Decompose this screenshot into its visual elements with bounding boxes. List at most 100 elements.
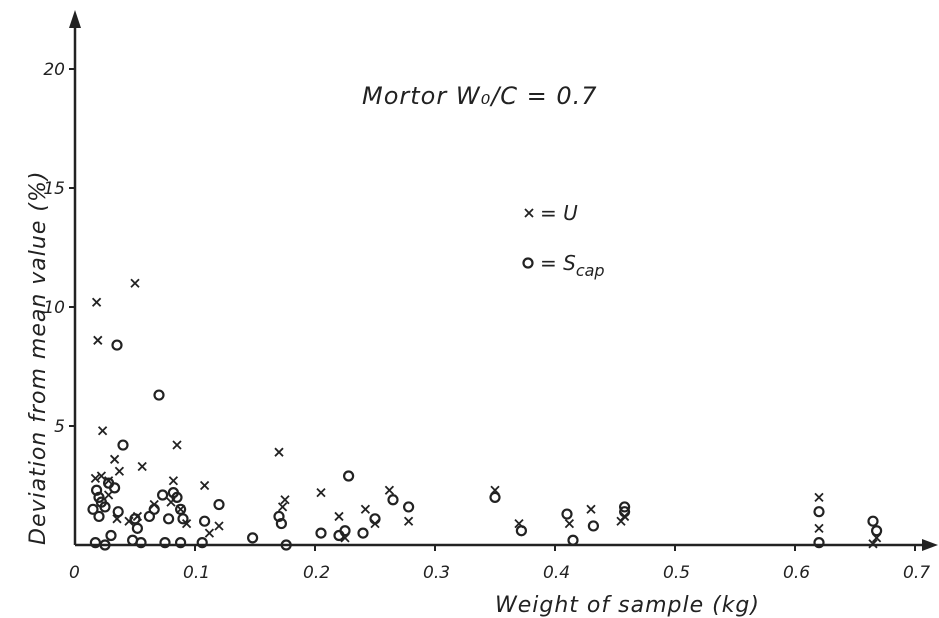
x-stroke: [403, 516, 414, 526]
x-stroke: [132, 511, 143, 522]
data-point-u: [97, 426, 108, 436]
data-point-scap: [87, 503, 99, 515]
legend-equals-u: =: [540, 201, 563, 225]
data-point-scap: [99, 539, 111, 551]
legend-marker-o: [522, 257, 534, 269]
data-point-scap: [131, 522, 143, 534]
data-point-u: [130, 278, 140, 288]
x-stroke: [360, 504, 371, 514]
x-stroke: [564, 518, 575, 529]
legend-x-glyph: [524, 208, 534, 218]
chart-title: Mortor W₀/C = 0.7: [362, 82, 598, 110]
data-point-scap: [387, 494, 399, 506]
data-point-scap: [163, 513, 175, 525]
data-point-scap: [369, 513, 381, 525]
x-stroke: [96, 471, 107, 481]
data-point-scap: [870, 525, 883, 537]
data-point-scap: [135, 537, 147, 549]
data-point-u: [181, 518, 192, 529]
legend-label-u: = U: [540, 201, 578, 225]
data-point-scap: [280, 539, 292, 551]
data-point-scap: [561, 508, 573, 520]
y-axis-arrow: [69, 10, 81, 28]
tick-labels: 0 0.1 0.2 0.3 0.4 0.5 0.6 0.7 5 10 15 20: [43, 60, 930, 583]
data-point-scap: [567, 534, 579, 546]
x-stroke: [384, 485, 395, 495]
x-stroke: [181, 518, 192, 529]
legend-name-s-sub: cap: [576, 261, 605, 280]
data-point-scap: [339, 525, 351, 537]
x-stroke: [91, 297, 102, 307]
x-stroke: [130, 278, 140, 288]
data-point-scap: [90, 484, 103, 496]
data-point-scap: [89, 537, 102, 549]
x-stroke: [93, 335, 103, 345]
y-tick-label: 5: [54, 417, 65, 437]
data-point-scap: [159, 537, 171, 549]
x-stroke: [137, 461, 147, 472]
x-tick-label: 0.1: [183, 563, 210, 583]
x-stroke: [172, 440, 182, 450]
x-stroke: [334, 511, 344, 522]
data-point-u: [91, 297, 102, 307]
data-point-u: [172, 440, 182, 450]
data-point-scap: [247, 532, 259, 544]
data-point-u: [384, 485, 395, 495]
data-point-scap: [111, 339, 123, 351]
data-point-u: [814, 523, 824, 533]
x-stroke: [124, 516, 134, 526]
legend-label-s: = Scap: [540, 251, 605, 280]
data-point-scap: [93, 510, 105, 523]
data-point-scap: [867, 515, 879, 527]
legend: = U = Scap: [522, 201, 605, 280]
data-point-scap: [99, 501, 111, 513]
x-stroke: [524, 208, 534, 218]
x-tick-label: 0.4: [543, 563, 570, 583]
data-point-scap: [177, 513, 189, 525]
data-point-scap: [813, 537, 825, 549]
x-stroke: [103, 476, 114, 486]
data-point-scap: [403, 501, 415, 513]
data-point-scap: [315, 527, 327, 539]
x-stroke: [214, 521, 224, 531]
data-point-scap: [357, 527, 369, 539]
data-point-u: [124, 516, 134, 526]
data-point-scap: [515, 525, 528, 537]
data-point-scap: [489, 491, 501, 503]
data-point-scap: [108, 482, 121, 494]
data-point-scap: [273, 510, 285, 523]
legend-equals-s: =: [540, 251, 563, 275]
data-point-u: [360, 504, 371, 514]
x-stroke: [277, 502, 288, 512]
legend-name-u: U: [563, 201, 578, 225]
data-point-scap: [587, 520, 600, 532]
legend-name-s: S: [563, 251, 576, 275]
x-stroke: [109, 454, 120, 464]
y-axis-title: Deviation from mean value (%): [26, 171, 51, 545]
data-point-scap: [157, 489, 169, 501]
x-stroke: [199, 480, 210, 491]
x-stroke: [274, 447, 284, 457]
data-point-u: [280, 495, 290, 505]
data-point-u: [277, 502, 288, 512]
data-point-u: [334, 511, 344, 522]
data-point-scap: [196, 537, 208, 549]
data-point-scap: [175, 537, 187, 549]
y-tick-label: 20: [43, 60, 65, 80]
data-point-u: [214, 521, 224, 531]
data-point-u: [137, 461, 147, 472]
data-point-scap: [213, 498, 225, 511]
data-point-u: [168, 476, 179, 486]
data-point-u: [204, 528, 215, 538]
data-point-scap: [117, 439, 129, 451]
data-point-scap: [813, 506, 825, 518]
data-point-u: [109, 454, 120, 464]
x-tick-label: 0.7: [903, 563, 930, 583]
data-point-u: [564, 518, 575, 529]
data-point-scap: [171, 491, 183, 503]
x-stroke: [280, 495, 290, 505]
x-tick-label: 0.3: [423, 563, 450, 583]
x-stroke: [814, 523, 824, 533]
x-tick-label: 0: [69, 563, 80, 583]
